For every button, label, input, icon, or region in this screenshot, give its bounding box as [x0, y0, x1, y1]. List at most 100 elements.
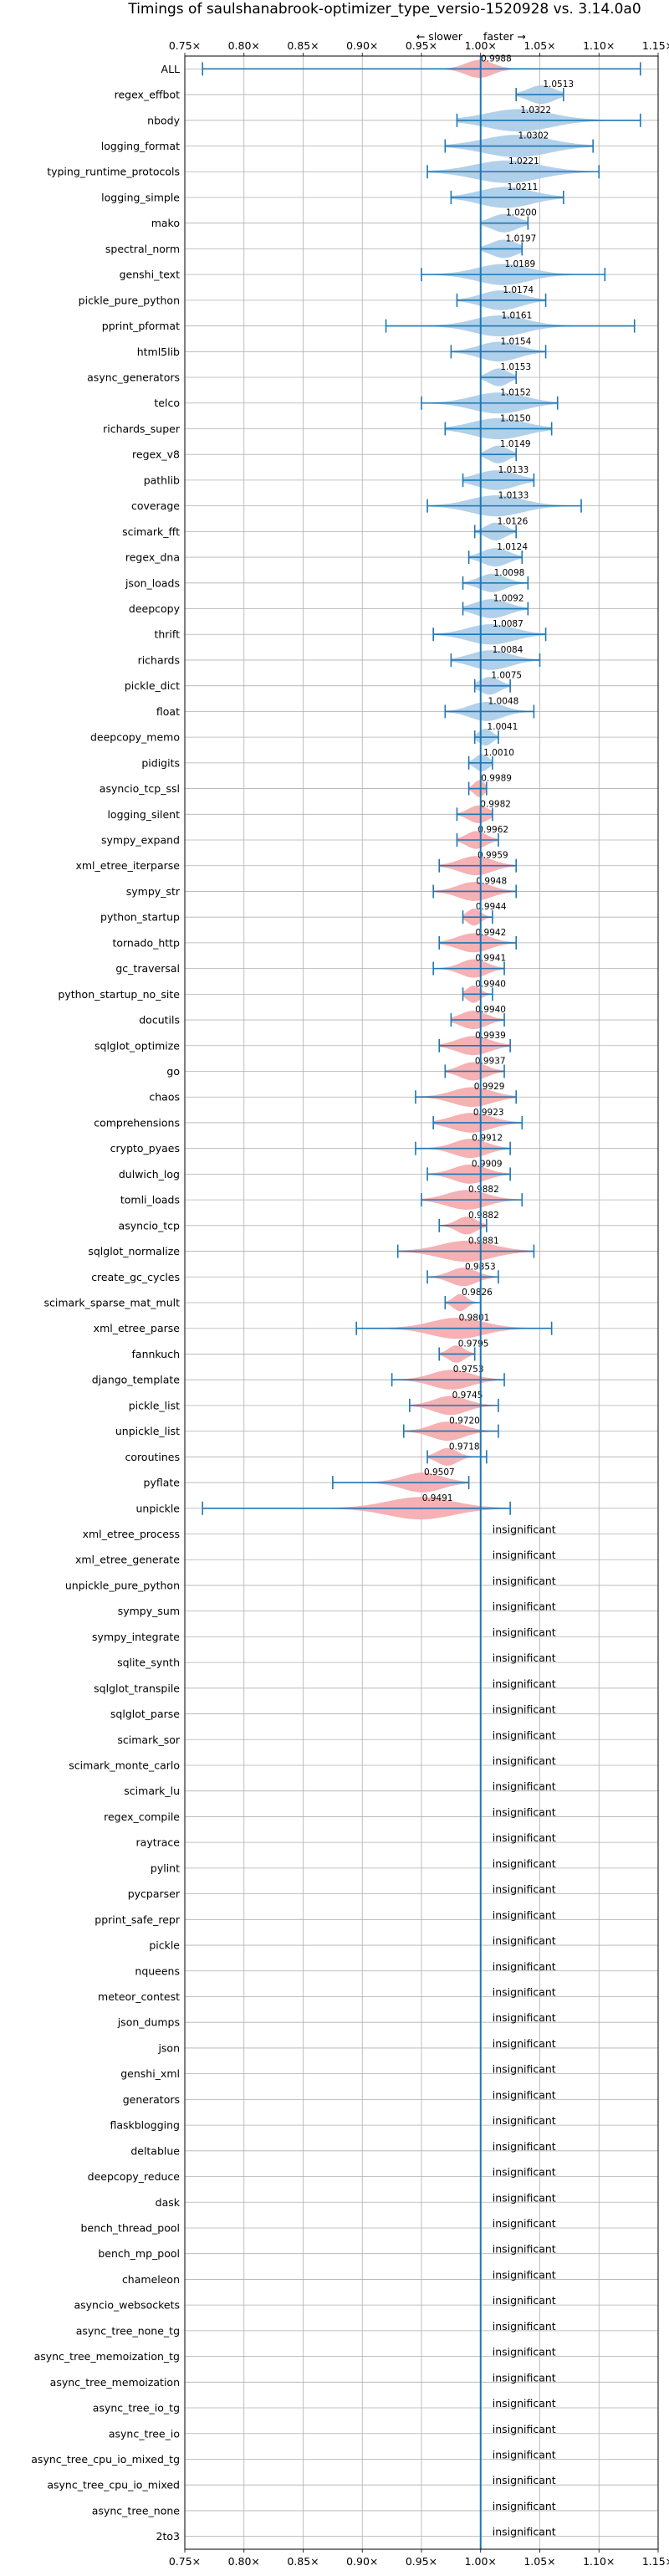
benchmark-label: sympy_expand — [101, 834, 180, 847]
insignificant-label: insignificant — [493, 2140, 556, 2153]
benchmark-label: regex_effbot — [115, 89, 180, 101]
benchmark-label: async_tree_cpu_io_mixed — [47, 2479, 180, 2491]
insignificant-label: insignificant — [493, 1703, 556, 1716]
benchmark-label: 2to3 — [156, 2530, 180, 2543]
value-label: 1.0041 — [488, 722, 518, 732]
insignificant-label: insignificant — [493, 1549, 556, 1561]
insignificant-label: insignificant — [493, 2063, 556, 2076]
insignificant-label: insignificant — [493, 1754, 556, 1767]
insignificant-label: insignificant — [493, 1831, 556, 1844]
insignificant-label: insignificant — [493, 2346, 556, 2358]
benchmark-label: regex_compile — [104, 1810, 180, 1823]
insignificant-label: insignificant — [493, 1652, 556, 1664]
benchmark-label: scimark_lu — [124, 1785, 180, 1797]
benchmark-label: genshi_xml — [120, 2067, 180, 2080]
benchmark-label: docutils — [139, 1014, 180, 1027]
benchmark-label: scimark_sor — [117, 1734, 180, 1746]
value-label: 0.9940 — [475, 979, 506, 989]
benchmark-label: pycparser — [128, 1887, 181, 1900]
x-tick-label-bottom: 0.85× — [287, 2555, 319, 2568]
x-tick-label-top: 1.05× — [523, 39, 555, 52]
benchmark-label: async_tree_memoization — [50, 2376, 180, 2389]
benchmark-label: tomli_loads — [120, 1194, 180, 1206]
value-label: 1.0174 — [503, 285, 534, 295]
value-label: 1.0087 — [493, 619, 523, 629]
benchmark-label: dulwich_log — [119, 1168, 180, 1180]
value-label: 0.9491 — [422, 1493, 453, 1503]
benchmark-label: pidigits — [141, 756, 180, 769]
insignificant-label: insignificant — [493, 1626, 556, 1638]
insignificant-label: insignificant — [493, 2088, 556, 2101]
value-label: 0.9923 — [473, 1108, 504, 1118]
insignificant-label: insignificant — [493, 2397, 556, 2410]
benchmark-label: nqueens — [135, 1964, 180, 1977]
x-tick-label-bottom: 1.05× — [523, 2555, 555, 2568]
insignificant-label: insignificant — [493, 2294, 556, 2307]
benchmark-label: float — [156, 705, 180, 718]
value-label: 1.0098 — [494, 568, 525, 578]
benchmark-label: pickle — [149, 1939, 180, 1952]
value-label: 0.9882 — [468, 1185, 499, 1195]
x-tick-label-top: 0.95× — [406, 39, 437, 52]
value-label: 0.9942 — [476, 928, 507, 938]
value-label: 0.9507 — [424, 1467, 455, 1477]
benchmark-label: unpickle_pure_python — [65, 1579, 180, 1591]
value-label: 0.9745 — [452, 1390, 483, 1401]
benchmark-label: asyncio_websockets — [74, 2299, 180, 2312]
benchmark-label: meteor_contest — [98, 1990, 180, 2003]
value-label: 0.9948 — [476, 876, 507, 886]
plot-frame — [184, 55, 659, 2550]
insignificant-label: insignificant — [493, 2371, 556, 2384]
benchmark-label: pathlib — [144, 474, 180, 486]
insignificant-label: insignificant — [493, 1960, 556, 1973]
insignificant-label: insignificant — [493, 2037, 556, 2050]
value-label: 0.9988 — [481, 54, 512, 64]
benchmark-label: coverage — [131, 499, 180, 512]
benchmark-label: deepcopy_memo — [90, 731, 180, 744]
benchmark-label: typing_runtime_protocols — [47, 166, 180, 178]
benchmark-label: async_tree_none — [92, 2504, 181, 2517]
benchmark-label: generators — [123, 2093, 180, 2106]
benchmark-label: genshi_text — [120, 269, 180, 281]
value-label: 1.0133 — [498, 465, 529, 475]
insignificant-label: insignificant — [493, 2011, 556, 2024]
value-label: 0.9937 — [475, 1057, 506, 1067]
value-label: 1.0092 — [493, 594, 524, 604]
benchmark-label: nbody — [147, 114, 180, 126]
benchmark-label: pickle_list — [129, 1399, 180, 1411]
benchmark-label: asyncio_tcp — [119, 1219, 181, 1232]
benchmark-label: xml_etree_generate — [75, 1554, 180, 1566]
insignificant-label: insignificant — [493, 2268, 556, 2281]
benchmark-label: fannkuch — [132, 1348, 180, 1360]
value-label: 0.9881 — [468, 1237, 499, 1247]
benchmark-label: scimark_fft — [122, 525, 180, 538]
insignificant-label: insignificant — [493, 1857, 556, 1870]
value-label: 1.0084 — [493, 645, 523, 655]
value-label: 0.9795 — [458, 1339, 489, 1349]
value-label: 1.0124 — [497, 542, 528, 552]
benchmark-label: spectral_norm — [105, 243, 180, 255]
value-label: 0.9720 — [449, 1416, 480, 1426]
value-label: 1.0133 — [498, 491, 529, 501]
benchmark-label: create_gc_cycles — [91, 1271, 180, 1283]
chart-title: Timings of saulshanabrook-optimizer_type… — [127, 1, 641, 18]
insignificant-label: insignificant — [493, 2474, 556, 2486]
benchmark-label: pprint_pformat — [102, 320, 180, 332]
value-label: 0.9912 — [472, 1134, 503, 1144]
value-label: 0.9989 — [481, 774, 512, 784]
x-tick-label-top: 0.90× — [346, 39, 378, 52]
value-label: 1.0211 — [508, 182, 539, 192]
value-label: 1.0200 — [506, 208, 537, 218]
x-tick-label-bottom: 0.95× — [406, 2555, 437, 2568]
value-label: 1.0322 — [520, 105, 551, 115]
benchmark-label: pylint — [151, 1862, 180, 1874]
benchmark-label: go — [166, 1065, 180, 1078]
value-label: 1.0048 — [488, 696, 519, 706]
benchmark-label: sympy_integrate — [92, 1631, 180, 1643]
benchmark-label: json_loads — [125, 576, 180, 589]
grid — [184, 56, 659, 2549]
insignificant-label: insignificant — [493, 2191, 556, 2204]
benchmark-label: scimark_monte_carlo — [69, 1759, 180, 1771]
